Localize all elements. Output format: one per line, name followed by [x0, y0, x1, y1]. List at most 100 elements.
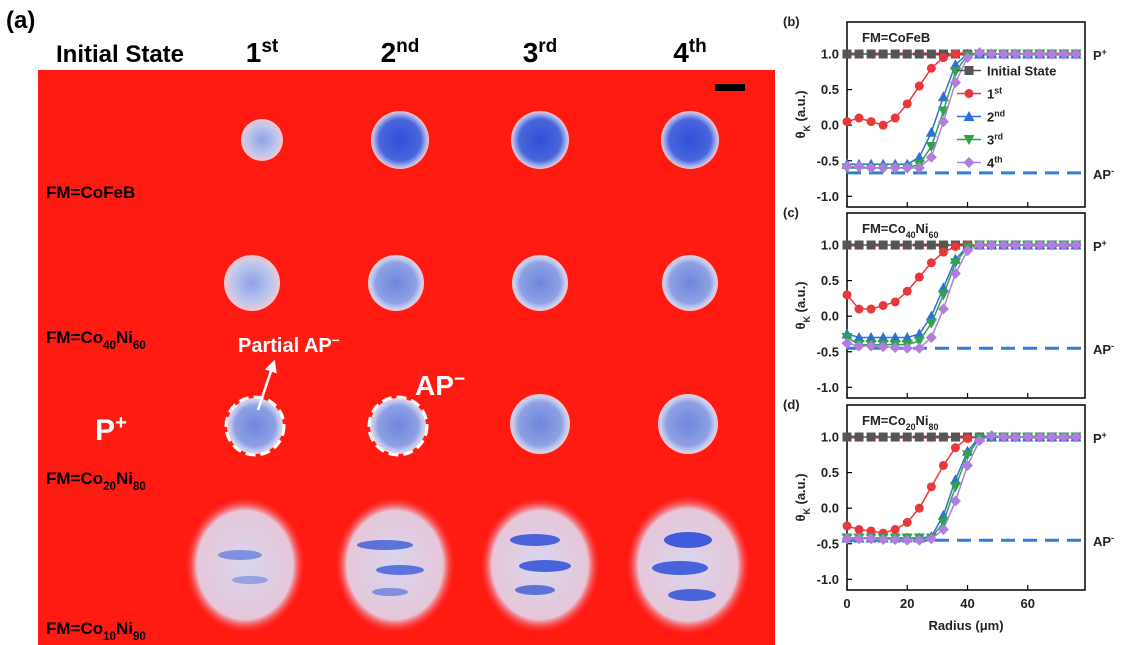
y-tick-label: 0.5 — [821, 82, 839, 97]
x-tick-label: 0 — [843, 596, 850, 611]
text-part: (a.u.) — [793, 473, 808, 508]
marker — [963, 434, 972, 443]
column-label: Initial State — [56, 41, 184, 68]
text-part: 10 — [103, 631, 116, 643]
annotation: Partial AP− — [238, 333, 340, 358]
text-part: Ni — [116, 619, 133, 638]
x-tick-label: 40 — [960, 596, 974, 611]
y-axis-title: θK (a.u.) — [793, 473, 812, 521]
column-label: 2nd — [381, 36, 420, 69]
marker — [867, 241, 876, 250]
y-tick-label: 1.0 — [821, 430, 839, 445]
marker — [915, 82, 924, 91]
marker — [915, 433, 924, 442]
text-part: Ni — [916, 221, 929, 236]
text-part: Ni — [916, 413, 929, 428]
text-part: AP — [1093, 342, 1111, 357]
marker — [939, 53, 948, 62]
text-part: − — [454, 369, 465, 390]
legend-label: Initial State — [987, 64, 1056, 79]
text-part: P — [1093, 239, 1102, 254]
y-tick-label: 0.0 — [821, 118, 839, 133]
column-label: 4th — [673, 36, 707, 69]
y-tick-label: 0.5 — [821, 273, 839, 288]
marker — [939, 433, 948, 442]
text-part: rd — [538, 36, 557, 57]
chart: -1.0-0.50.00.51.0θK (a.u.)(b)FM=CoFeBP+A… — [783, 14, 1114, 207]
marker — [855, 305, 864, 314]
marker — [867, 50, 876, 59]
text-part: θ — [793, 132, 808, 139]
marker — [927, 482, 936, 491]
reference-label: P+ — [1093, 238, 1107, 254]
marker — [843, 521, 852, 530]
reference-label: AP- — [1093, 166, 1114, 182]
domain — [368, 255, 424, 311]
text-part: 40 — [906, 230, 916, 240]
marker — [855, 114, 864, 123]
text-part: st — [994, 86, 1002, 96]
text-part: 2 — [987, 110, 994, 125]
text-part: 60 — [929, 230, 939, 240]
marker — [903, 50, 912, 59]
column-label: 1st — [246, 36, 279, 69]
marker — [927, 433, 936, 442]
y-tick-label: 0.0 — [821, 501, 839, 516]
text-part: 1 — [246, 37, 262, 68]
domain — [224, 255, 280, 311]
text-part: rd — [994, 132, 1003, 142]
domain-patch — [480, 497, 600, 633]
text-part: nd — [994, 109, 1005, 119]
marker — [891, 433, 900, 442]
text-part: 20 — [906, 422, 916, 432]
text-part: Ni — [116, 469, 133, 488]
text-part: th — [689, 36, 707, 57]
panel-label: (b) — [783, 14, 800, 29]
y-tick-label: 0.0 — [821, 309, 839, 324]
marker — [843, 117, 852, 126]
text-part: − — [332, 333, 340, 348]
text-part: AP — [415, 370, 454, 401]
text-part: (a.u.) — [793, 281, 808, 316]
marker — [951, 50, 960, 59]
annotation: FM=CoFeB — [862, 30, 930, 45]
text-part: FM=Co — [46, 328, 103, 347]
chart: -1.0-0.50.00.51.0θK (a.u.)(c)FM=Co40Ni60… — [783, 205, 1114, 398]
text-part: 2 — [381, 37, 397, 68]
text-part: 80 — [133, 481, 146, 493]
text-part: 1 — [987, 87, 994, 102]
text-part: FM=Co — [862, 221, 906, 236]
text-part: AP — [1093, 534, 1111, 549]
marker — [915, 241, 924, 250]
text-part: th — [994, 155, 1002, 165]
y-tick-label: -0.5 — [817, 344, 839, 359]
marker — [927, 258, 936, 267]
marker — [855, 50, 864, 59]
domain — [658, 394, 718, 454]
marker — [915, 273, 924, 282]
text-part: FM=Co — [862, 413, 906, 428]
text-part: θ — [793, 515, 808, 522]
marker — [891, 297, 900, 306]
domain — [510, 394, 570, 454]
text-part: FM=Co — [46, 619, 103, 638]
text-part: P — [1093, 48, 1102, 63]
marker — [903, 518, 912, 527]
text-part: st — [261, 36, 279, 57]
x-axis-title: Radius (μm) — [928, 618, 1003, 633]
text-part: nd — [396, 36, 419, 57]
y-tick-label: -1.0 — [817, 189, 839, 204]
text-part: 80 — [929, 422, 939, 432]
marker — [879, 301, 888, 310]
marker — [843, 50, 852, 59]
text-part: P — [95, 414, 115, 447]
marker — [891, 241, 900, 250]
marker — [915, 50, 924, 59]
y-tick-label: -0.5 — [817, 536, 839, 551]
marker — [951, 443, 960, 452]
text-part: - — [1111, 166, 1114, 176]
domain-patch — [185, 497, 305, 633]
marker — [927, 241, 936, 250]
text-part: 90 — [133, 631, 146, 643]
marker — [879, 50, 888, 59]
